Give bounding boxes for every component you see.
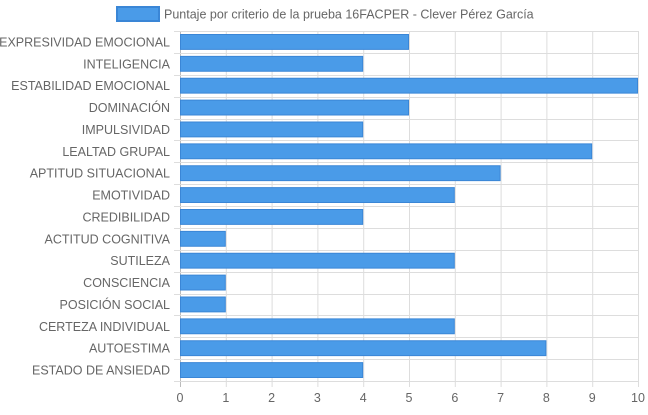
bar-certeza-individual [180, 318, 455, 335]
bars [180, 34, 638, 378]
y-tick-label: ESTABILIDAD EMOCIONAL [11, 79, 170, 93]
bar-estado-de-ansiedad [180, 362, 364, 378]
bar-sutileza [180, 252, 455, 269]
y-tick-label: EXPRESIVIDAD EMOCIONAL [0, 35, 170, 49]
bar-emotividad [180, 187, 455, 203]
y-tick-label: IMPULSIVIDAD [82, 123, 170, 137]
y-tick-label: SUTILEZA [110, 254, 170, 268]
legend-swatch[interactable] [116, 6, 160, 22]
y-tick-label: LEALTAD GRUPAL [62, 145, 170, 159]
y-tick-label: ACTITUD COGNITIVA [45, 232, 171, 246]
bar-lealtad-grupal [180, 143, 593, 160]
bar-inteligencia [180, 55, 364, 72]
bar-autoestima [180, 340, 547, 357]
bar-posición-social [180, 296, 226, 313]
legend[interactable]: Puntaje por criterio de la prueba 16FACP… [116, 6, 534, 22]
x-tick-label: 1 [222, 391, 229, 405]
y-tick-label: INTELIGENCIA [83, 57, 170, 71]
bar-dominación [180, 99, 409, 116]
x-tick-label: 5 [406, 391, 413, 405]
bar-estabilidad-emocional [180, 77, 638, 94]
y-tick-label: CREDIBILIDAD [82, 210, 170, 224]
bar-aptitud-situacional [180, 165, 501, 182]
x-tick-label: 4 [360, 391, 367, 405]
bar-consciencia [180, 274, 226, 291]
y-tick-label: ESTADO DE ANSIEDAD [32, 364, 170, 378]
x-tick-label: 7 [497, 391, 504, 405]
x-tick-label: 10 [631, 391, 645, 405]
bar-impulsividad [180, 121, 364, 138]
x-axis-labels: 0 1 2 3 4 5 6 7 8 9 10 [177, 391, 645, 405]
y-axis-labels: EXPRESIVIDAD EMOCIONAL INTELIGENCIA ESTABI… [0, 35, 171, 377]
bar-credibilidad [180, 209, 364, 225]
x-tick-label: 6 [451, 391, 458, 405]
y-tick-label: EMOTIVIDAD [92, 189, 170, 203]
y-tick-label: AUTOESTIMA [89, 342, 171, 356]
bar-expresividad-emocional [180, 34, 409, 50]
x-tick-label: 3 [314, 391, 321, 405]
x-tick-label: 2 [268, 391, 275, 405]
y-tick-label: POSICIÓN SOCIAL [60, 297, 170, 312]
bar-actitud-cognitiva [180, 230, 226, 247]
x-tick-label: 8 [543, 391, 550, 405]
y-tick-label: CERTEZA INDIVIDUAL [39, 320, 170, 334]
y-tick-label: APTITUD SITUACIONAL [30, 167, 170, 181]
x-tick-label: 0 [177, 391, 184, 405]
y-tick-label: CONSCIENCIA [83, 276, 170, 290]
x-tick-label: 9 [589, 391, 596, 405]
legend-label[interactable]: Puntaje por criterio de la prueba 16FACP… [164, 8, 534, 22]
y-tick-label: DOMINACIÓN [89, 100, 170, 115]
